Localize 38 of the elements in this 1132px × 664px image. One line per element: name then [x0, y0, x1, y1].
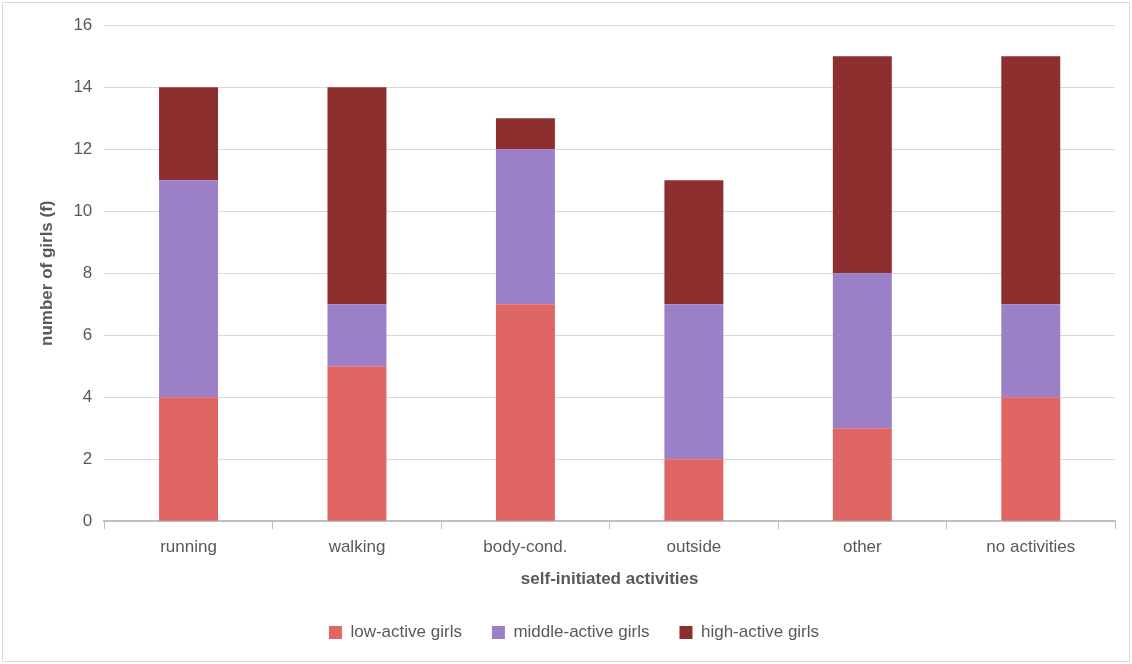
bar	[495, 304, 555, 521]
bar	[832, 56, 892, 274]
bar	[1001, 56, 1061, 305]
bar	[832, 428, 892, 521]
y-axis-title: number of girls (f)	[36, 200, 56, 346]
bar	[1001, 397, 1061, 521]
legend-label: high-active girls	[700, 622, 820, 642]
bar	[664, 180, 724, 305]
y-tick-label: 12	[73, 138, 93, 158]
bar	[1001, 304, 1061, 398]
bar	[495, 149, 555, 305]
y-tick-label: 10	[73, 200, 93, 220]
bar	[159, 87, 219, 181]
bar	[327, 366, 387, 521]
x-tick-label: body-cond.	[483, 537, 568, 557]
y-tick-label: 6	[82, 324, 93, 344]
bar	[327, 304, 387, 367]
legend-label: middle-active girls	[513, 622, 650, 642]
y-tick-label: 16	[73, 14, 93, 34]
y-tick-label: 0	[82, 510, 93, 530]
y-tick-label: 4	[82, 386, 93, 406]
bar	[159, 180, 219, 398]
x-tick-label: running	[160, 537, 217, 557]
x-tick-label: no activities	[986, 537, 1076, 557]
bar	[159, 397, 219, 521]
x-axis-title: self-initiated activities	[520, 569, 699, 589]
y-tick-label: 2	[82, 448, 93, 468]
legend-label: low-active girls	[350, 622, 462, 642]
y-tick-label: 8	[82, 262, 93, 282]
bar	[664, 304, 724, 460]
bar	[664, 459, 724, 521]
bar	[495, 118, 555, 150]
bar	[832, 273, 892, 429]
x-tick-label: outside	[666, 537, 722, 557]
x-tick-label: walking	[327, 537, 386, 557]
y-tick-label: 14	[73, 76, 93, 96]
x-tick-label: other	[842, 537, 883, 557]
bar	[327, 87, 387, 305]
